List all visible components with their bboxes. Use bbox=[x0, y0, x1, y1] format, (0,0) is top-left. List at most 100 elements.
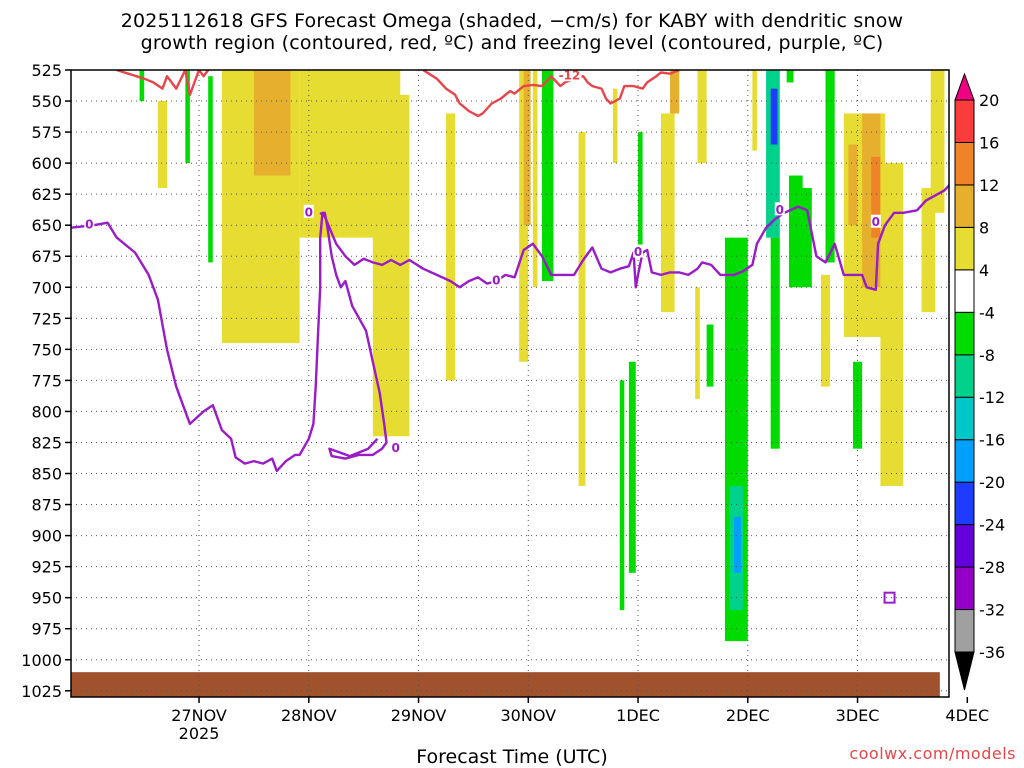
colorbar-tick--16: -16 bbox=[979, 431, 1005, 450]
omega-region-35 bbox=[820, 274, 831, 387]
colorbar-box-7 bbox=[954, 311, 975, 356]
y-tick-label-575: 575 bbox=[31, 123, 62, 142]
x-axis-title: Forecast Time (UTC) bbox=[416, 746, 608, 768]
freezing-level-contour-upper bbox=[319, 184, 949, 291]
freezing-label-bg-5 bbox=[774, 202, 785, 216]
y-tick-label-750: 750 bbox=[31, 340, 62, 359]
colorbar-box-1 bbox=[954, 566, 975, 611]
colorbar-box-4 bbox=[954, 439, 975, 483]
chart-title-line-2: growth region (contoured, red, ºC) and f… bbox=[140, 32, 884, 54]
omega-region-30 bbox=[770, 237, 780, 449]
terrain-band bbox=[71, 672, 940, 697]
colorbar-tick--20: -20 bbox=[979, 473, 1005, 492]
x-tick-label-30NOV: 30NOV bbox=[500, 706, 556, 725]
y-tick-label-700: 700 bbox=[31, 278, 62, 297]
colorbar-tick--32: -32 bbox=[979, 601, 1005, 620]
omega-region-7 bbox=[139, 70, 145, 102]
colorbar-box-12 bbox=[954, 99, 975, 143]
y-tick-label-850: 850 bbox=[31, 465, 62, 484]
colorbar-tick--28: -28 bbox=[979, 558, 1005, 577]
colorbar-box-0 bbox=[954, 609, 975, 653]
colorbar-tick-8: 8 bbox=[979, 218, 989, 237]
colorbar-tick-4: 4 bbox=[979, 261, 989, 280]
colorbar-tick-20: 20 bbox=[979, 91, 999, 110]
freezing-level-label-5: 0 bbox=[776, 203, 784, 217]
chart-title-line-1: 2025112618 GFS Forecast Omega (shaded, −… bbox=[120, 10, 904, 32]
y-tick-label-800: 800 bbox=[31, 402, 62, 421]
plot-frame bbox=[70, 69, 950, 698]
omega-region-34 bbox=[825, 70, 835, 263]
freezing-level-label-1: 0 bbox=[305, 205, 313, 219]
freezing-level-label-0: 0 bbox=[85, 218, 93, 232]
freezing-label-bg-2 bbox=[390, 440, 401, 454]
freezing-level-isolated-contour bbox=[883, 591, 896, 604]
omega-region-19 bbox=[660, 113, 675, 313]
dendritic-contour-right bbox=[422, 70, 680, 118]
colorbar-box-11 bbox=[954, 141, 975, 186]
colorbar-tick--8: -8 bbox=[979, 346, 995, 365]
freezing-level-label-2: 0 bbox=[391, 441, 399, 455]
colorbar-tick-16: 16 bbox=[979, 133, 999, 152]
omega-region-14 bbox=[578, 132, 586, 486]
omega-region-11 bbox=[523, 70, 531, 226]
colorbar-over-arrow bbox=[954, 72, 975, 101]
omega-region-33 bbox=[798, 187, 812, 288]
omega-region-5 bbox=[445, 113, 456, 381]
colorbar-under-arrow bbox=[954, 651, 975, 691]
omega-region-17 bbox=[628, 361, 636, 573]
omega-region-4 bbox=[372, 94, 410, 437]
colorbar-box-6 bbox=[954, 354, 975, 398]
colorbar-box-5 bbox=[954, 396, 975, 441]
omega-region-41 bbox=[880, 163, 904, 486]
omega-region-42 bbox=[921, 187, 936, 313]
source-credit[interactable]: coolwx.com/models bbox=[849, 744, 1016, 763]
colorbar-tick--36: -36 bbox=[979, 643, 1005, 662]
y-tick-label-1000: 1000 bbox=[21, 651, 62, 670]
omega-region-27 bbox=[752, 70, 757, 151]
omega-region-9 bbox=[208, 76, 213, 263]
omega-region-2 bbox=[253, 70, 291, 176]
y-tick-label-775: 775 bbox=[31, 371, 62, 390]
y-tick-label-950: 950 bbox=[31, 589, 62, 608]
omega-region-16 bbox=[619, 380, 625, 611]
colorbar-tick-12: 12 bbox=[979, 176, 999, 195]
omega-region-26 bbox=[734, 516, 741, 573]
dendritic-contour-label: -12 bbox=[559, 69, 581, 83]
x-tick-label-29NOV: 29NOV bbox=[391, 706, 447, 725]
y-tick-label-650: 650 bbox=[31, 216, 62, 235]
omega-region-22 bbox=[697, 70, 707, 164]
y-tick-label-600: 600 bbox=[31, 154, 62, 173]
omega-region-13 bbox=[542, 70, 554, 282]
freezing-level-contour-lower bbox=[71, 211, 388, 473]
x-tick-label-1DEC: 1DEC bbox=[616, 706, 660, 725]
omega-region-20 bbox=[670, 70, 680, 114]
colorbar-box-2 bbox=[954, 524, 975, 568]
colorbar-box-9 bbox=[954, 226, 975, 271]
freezing-label-bg-3 bbox=[491, 273, 502, 287]
omega-region-43 bbox=[930, 70, 945, 213]
omega-region-12 bbox=[532, 70, 538, 288]
freezing-label-bg-0 bbox=[84, 217, 95, 231]
y-tick-label-875: 875 bbox=[31, 496, 62, 515]
colorbar-box-8 bbox=[954, 269, 975, 313]
y-tick-label-675: 675 bbox=[31, 247, 62, 266]
x-tick-label-2DEC: 2DEC bbox=[726, 706, 770, 725]
freezing-label-bg-6 bbox=[870, 214, 881, 228]
colorbar-tick--12: -12 bbox=[979, 388, 1005, 407]
colorbar-tick--4: -4 bbox=[979, 303, 995, 322]
y-tick-label-825: 825 bbox=[31, 433, 62, 452]
omega-region-15 bbox=[612, 88, 618, 164]
freezing-level-label-4: 0 bbox=[634, 245, 642, 259]
y-tick-label-925: 925 bbox=[31, 558, 62, 577]
y-tick-label-900: 900 bbox=[31, 527, 62, 546]
omega-region-8 bbox=[185, 70, 190, 164]
dendritic-label-bg bbox=[557, 70, 582, 82]
y-tick-label-525: 525 bbox=[31, 61, 62, 80]
contour-layer: 0 0 0 0 0 0 0 -12 bbox=[71, 69, 949, 604]
x-tick-label-4DEC: 4DEC bbox=[945, 706, 989, 725]
y-tick-label-725: 725 bbox=[31, 309, 62, 328]
colorbar-box-3 bbox=[954, 481, 975, 526]
grid-lines bbox=[71, 70, 949, 697]
omega-shading-layer bbox=[71, 70, 945, 697]
